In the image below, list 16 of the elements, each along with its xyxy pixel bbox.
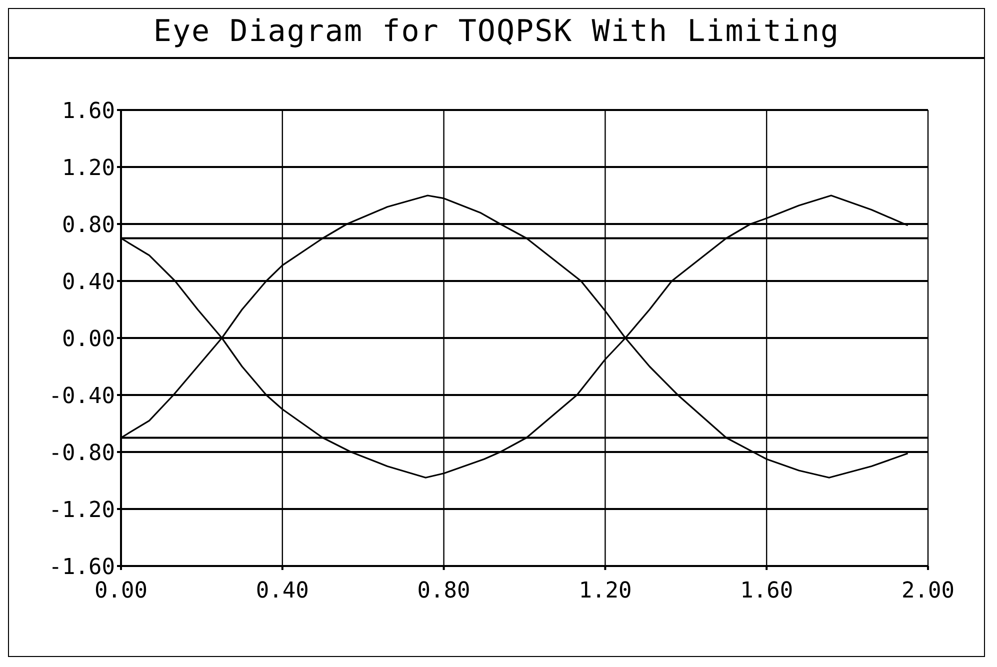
y-tick-label: 1.60 [62,98,115,124]
chart-title: Eye Diagram for TOQPSK With Limiting [9,9,984,59]
y-tick-label: -1.20 [48,498,115,523]
y-tick-label: -0.80 [48,440,115,466]
y-tick-label: -0.40 [48,384,115,409]
y-tick-label: 0.80 [62,212,115,238]
x-tick-label: 0.80 [417,578,470,604]
x-tick-label: 0.40 [256,578,309,604]
y-tick-label: 0.40 [62,270,115,295]
y-tick-label: 0.00 [62,326,115,352]
x-tick-label: 1.60 [740,578,794,604]
x-tick-label: 1.20 [578,578,632,604]
y-tick-label: 1.20 [62,156,115,181]
x-tick-label: 2.00 [902,578,954,604]
x-tick-label: 0.00 [94,578,148,604]
y-tick-label: -1.60 [48,554,115,580]
